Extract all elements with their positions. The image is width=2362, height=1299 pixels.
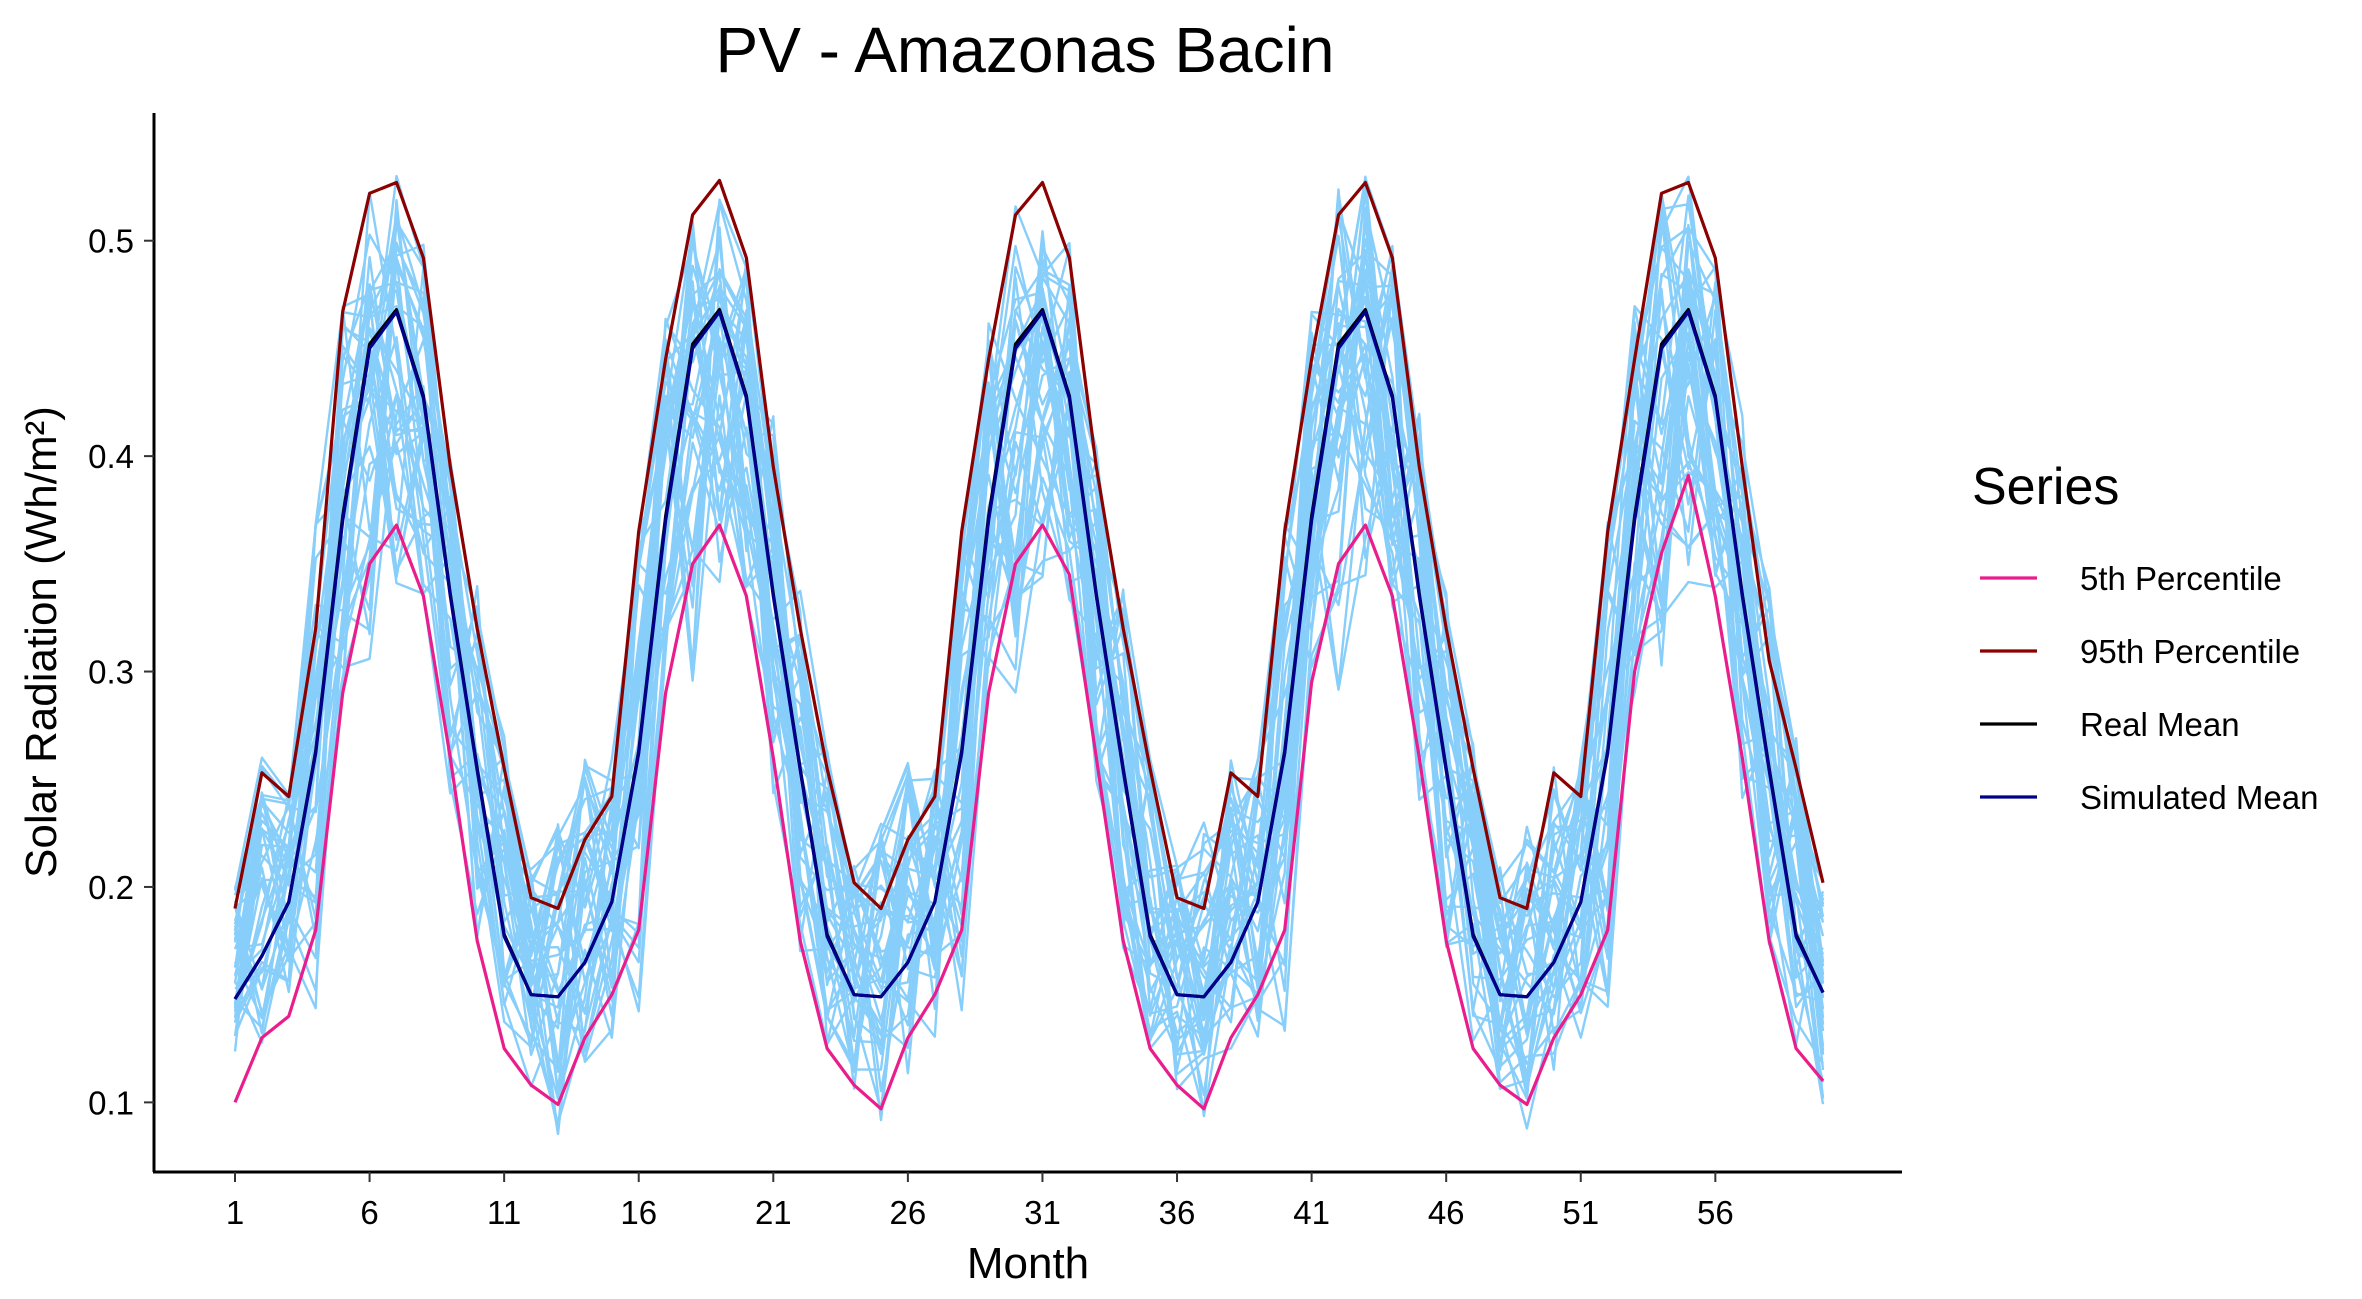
simulation-line [233, 266, 1825, 1100]
x-tick-label: 16 [620, 1194, 657, 1231]
simulation-line [233, 174, 1825, 1076]
y-tick-label: 0.4 [88, 438, 134, 475]
series-line-5th-percentile [233, 473, 1825, 1111]
x-tick-label: 26 [890, 1194, 927, 1231]
series-line-95th-percentile [233, 178, 1825, 911]
simulation-lines [233, 174, 1825, 1136]
x-tick-label: 41 [1293, 1194, 1330, 1231]
legend-label-simulated-mean: Simulated Mean [2080, 779, 2318, 816]
legend-label-95th-percentile: 95th Percentile [2080, 633, 2300, 670]
y-axis-ticks: 0.1 0.2 0.3 0.4 0.5 [88, 223, 154, 1121]
legend-label-5th-percentile: 5th Percentile [2080, 560, 2282, 597]
simulation-line [233, 175, 1824, 1034]
chart-title: PV - Amazonas Bacin [716, 14, 1335, 86]
x-axis-ticks: 1 6 11 16 21 26 31 36 41 46 51 56 [226, 1172, 1734, 1231]
x-axis-title: Month [967, 1239, 1089, 1288]
y-tick-label: 0.1 [88, 1084, 134, 1121]
x-tick-label: 6 [360, 1194, 378, 1231]
simulation-line [233, 191, 1824, 1125]
legend-items: 5th Percentile 95th Percentile Real Mean Si… [1980, 560, 2318, 816]
legend: Series 5th Percentile 95th Percentile Real… [1972, 458, 2318, 816]
x-tick-label: 56 [1697, 1194, 1734, 1231]
simulation-line [233, 227, 1825, 1014]
simulation-line [233, 270, 1825, 1067]
x-tick-label: 11 [487, 1194, 521, 1231]
series-lines [233, 178, 1825, 1111]
x-tick-label: 1 [226, 1194, 244, 1231]
x-tick-label: 46 [1428, 1194, 1465, 1231]
simulation-line [233, 194, 1824, 1136]
simulation-line [233, 266, 1825, 1074]
y-tick-label: 0.3 [88, 654, 134, 691]
simulation-line [233, 276, 1825, 1099]
y-tick-label: 0.5 [88, 223, 134, 260]
x-tick-label: 31 [1024, 1194, 1061, 1231]
x-tick-label: 21 [755, 1194, 792, 1231]
legend-label-real-mean: Real Mean [2080, 706, 2240, 743]
y-tick-label: 0.2 [88, 869, 134, 906]
simulation-line [233, 205, 1824, 1071]
legend-title: Series [1972, 458, 2119, 516]
x-tick-label: 36 [1159, 1194, 1196, 1231]
series-line-simulated-mean [233, 310, 1825, 1000]
y-axis-title: Solar Radiation (Wh/m²) [17, 406, 66, 878]
x-tick-label: 51 [1562, 1194, 1599, 1231]
simulation-line [233, 265, 1825, 1071]
plot-area [233, 174, 1825, 1136]
